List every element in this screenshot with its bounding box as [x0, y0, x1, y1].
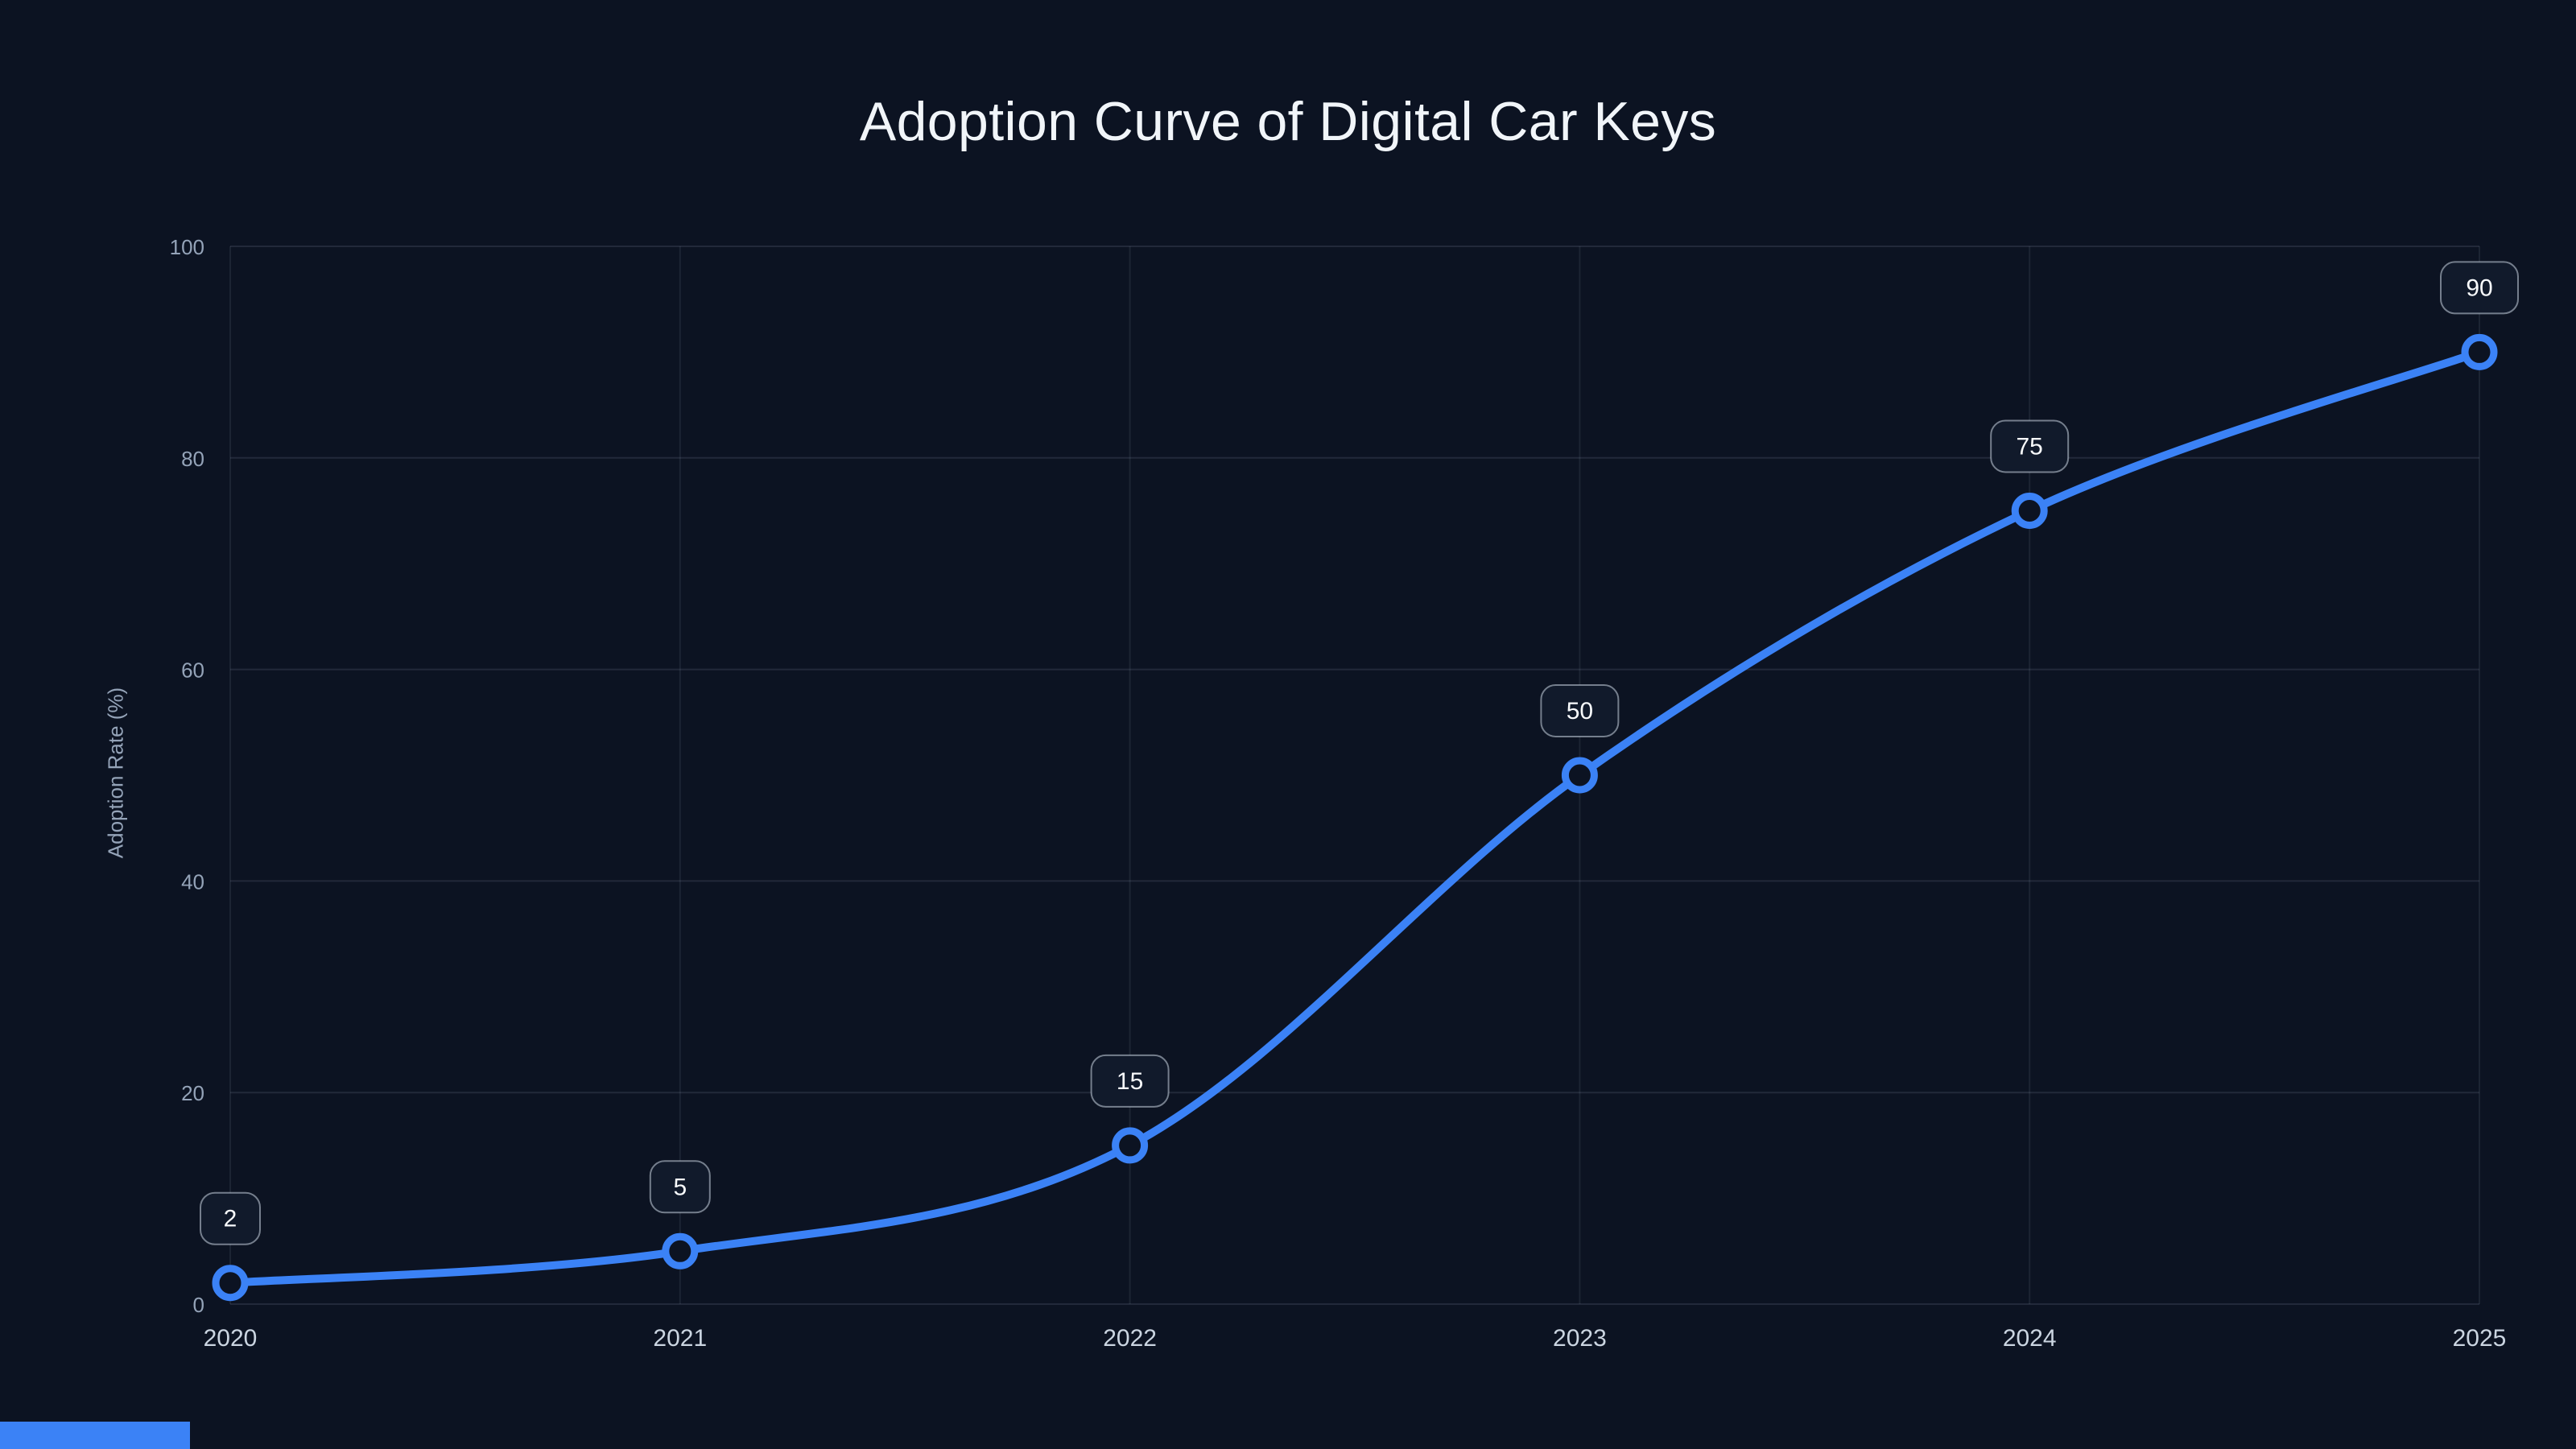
- bottom-left-accent-bar: [0, 1422, 190, 1449]
- data-point-label-box: [1540, 684, 1620, 737]
- data-point-marker[interactable]: [1561, 757, 1598, 794]
- y-tick-label: 60: [181, 658, 204, 683]
- data-point-marker[interactable]: [1112, 1127, 1149, 1164]
- data-point-label: 2: [224, 1206, 237, 1232]
- data-point-label: 90: [2466, 275, 2492, 301]
- adoption-rate-line: [226, 348, 2483, 1287]
- data-point-marker[interactable]: [2011, 493, 2048, 529]
- data-point-marker[interactable]: [2461, 333, 2498, 370]
- y-tick-label: 80: [181, 447, 204, 471]
- data-point-label-box: [200, 1191, 261, 1245]
- data-point-label: 5: [673, 1174, 687, 1200]
- y-tick-label: 40: [181, 869, 204, 894]
- x-tick-label: 2025: [2453, 1325, 2507, 1352]
- data-point-marker[interactable]: [212, 1265, 249, 1302]
- data-point-label-box: [2440, 261, 2519, 315]
- y-tick-label: 100: [170, 235, 204, 259]
- y-tick-label: 0: [193, 1293, 204, 1317]
- x-tick-label: 2024: [2003, 1325, 2057, 1352]
- x-tick-label: 2021: [653, 1325, 707, 1352]
- data-point-label: 15: [1117, 1068, 1143, 1095]
- chart-title: Adoption Curve of Digital Car Keys: [859, 91, 1717, 152]
- x-tick-label: 2022: [1103, 1325, 1157, 1352]
- data-point-marker[interactable]: [662, 1232, 699, 1269]
- data-point-label-box: [1090, 1054, 1170, 1108]
- data-point-label: 75: [2017, 434, 2043, 460]
- y-tick-label: 20: [181, 1081, 204, 1105]
- x-tick-label: 2020: [204, 1325, 258, 1352]
- data-point-label: 50: [1567, 698, 1593, 724]
- x-tick-label: 2023: [1553, 1325, 1607, 1352]
- data-point-label-box: [649, 1160, 711, 1214]
- data-point-label-box: [1990, 419, 2070, 473]
